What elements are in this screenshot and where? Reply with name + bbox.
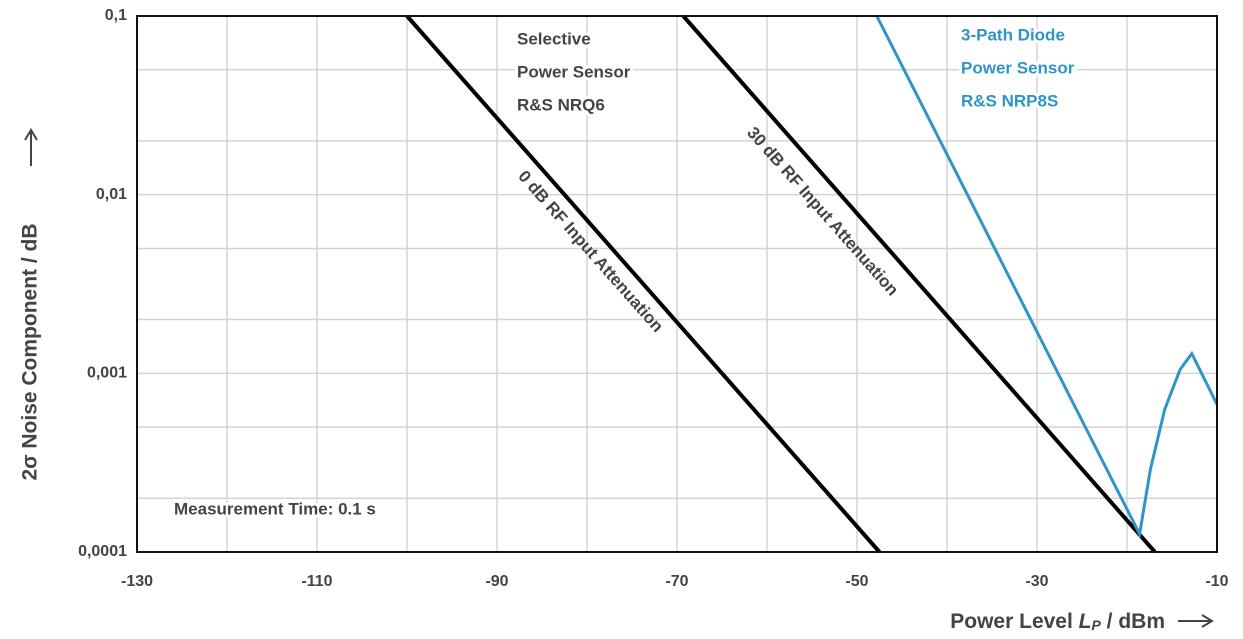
- axis-arrows: [24, 128, 1214, 628]
- annotation: Selective: [517, 29, 591, 48]
- x-axis-label: Power Level LP / dBm: [950, 610, 1165, 633]
- y-tick-label: 0,1: [105, 7, 127, 24]
- x-arrow: [1178, 614, 1214, 628]
- line-series: [875, 15, 1219, 539]
- x-tick-label: -30: [1025, 573, 1048, 590]
- annotation: Power Sensor: [961, 58, 1075, 77]
- line-series: [681, 14, 1157, 554]
- annotation: 0 dB RF Input Attenuation: [514, 167, 667, 336]
- y-tick-label: 0,0001: [78, 543, 127, 560]
- x-tick-label: -70: [665, 573, 688, 590]
- line-series: [405, 14, 882, 554]
- x-tick-label: -110: [301, 573, 332, 590]
- x-tick-label: -10: [1205, 573, 1228, 590]
- annotation: R&S NRP8S: [961, 91, 1058, 110]
- annotation: Measurement Time: 0.1 s: [174, 499, 376, 518]
- annotation: R&S NRQ6: [517, 95, 605, 114]
- annotation: Power Sensor: [517, 62, 631, 81]
- x-tick-label: -130: [121, 573, 153, 590]
- x-axis-label-part: P: [1091, 617, 1101, 633]
- y-arrow: [24, 128, 38, 166]
- annotation: 3-Path Diode: [961, 25, 1065, 44]
- x-axis-label-part: L: [1079, 610, 1092, 633]
- plot-frame: [136, 15, 1218, 553]
- y-tick-label: 0,01: [96, 186, 127, 203]
- x-axis-label-part: / dBm: [1101, 610, 1165, 633]
- x-tick-label: -50: [845, 573, 868, 590]
- y-axis-label: 2σ Noise Component / dB: [19, 223, 42, 480]
- x-tick-label: -90: [485, 573, 508, 590]
- y-tick-label: 0,001: [87, 365, 127, 382]
- x-axis-label-part: Power Level: [950, 610, 1078, 633]
